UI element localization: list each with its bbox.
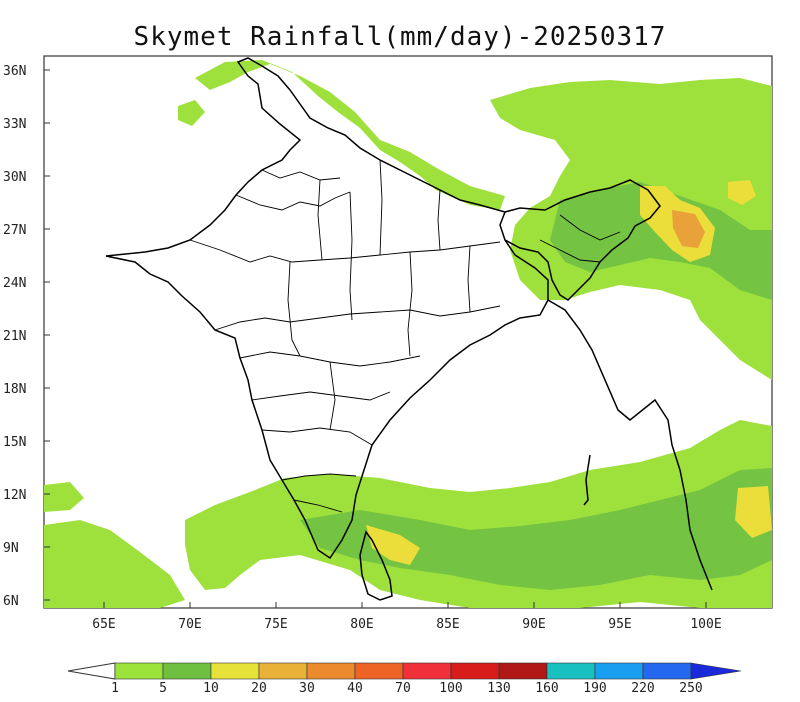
map-plot-area: [43, 55, 773, 609]
lon-tick-label: 100E: [690, 617, 721, 632]
rainfall-shading: [44, 60, 772, 608]
colorbar-label: 5: [159, 681, 167, 696]
lon-tick-label: 65E: [92, 617, 115, 632]
lon-tick-label: 75E: [264, 617, 287, 632]
colorbar-bin: [306, 662, 356, 680]
sri-lanka: [359, 530, 393, 601]
state-borders: [189, 159, 621, 513]
lat-tick-label: 9N: [3, 541, 19, 556]
colorbar-bin: [114, 662, 164, 680]
longitude-axis: 65E 70E 75E 80E 85E 90E 95E 100E: [92, 602, 722, 632]
lat-tick-label: 18N: [3, 382, 26, 397]
bangladesh-myanmar: [547, 299, 713, 591]
rain-area-srilanka-yellow: [366, 525, 420, 565]
rain-area-ne-mid: [550, 182, 772, 300]
rain-area-se-yellow: [735, 486, 772, 538]
rain-area-ne-yellow-small: [728, 180, 756, 205]
lon-tick-label: 90E: [522, 617, 545, 632]
lon-tick-label: 95E: [608, 617, 631, 632]
colorbar-bin: [210, 662, 260, 680]
lon-tick-label: 70E: [178, 617, 201, 632]
latitude-axis: 36N 33N 30N 27N 24N 21N 18N 15N 12N 9N 6N: [3, 64, 50, 609]
colorbar-label: 30: [299, 681, 315, 696]
lat-tick-label: 27N: [3, 223, 26, 238]
rain-area-northwest: [195, 60, 505, 210]
colorbar-label: 70: [395, 681, 411, 696]
colorbar-bin: [594, 662, 644, 680]
lat-tick-label: 33N: [3, 117, 26, 132]
map-title: Skymet Rainfall(mm/day)-20250317: [133, 22, 667, 52]
lat-tick-label: 12N: [3, 488, 26, 503]
colorbar-bin: [258, 662, 308, 680]
rain-area-ne-orange: [672, 210, 705, 248]
colorbar-label: 100: [439, 681, 462, 696]
colorbar-min-arrow: [67, 662, 116, 680]
colorbar-label: 40: [347, 681, 363, 696]
andaman: [583, 454, 591, 506]
colorbar-label: 220: [631, 681, 654, 696]
lat-tick-label: 30N: [3, 170, 26, 185]
lat-tick-label: 21N: [3, 329, 26, 344]
colorbar-label: 160: [535, 681, 558, 696]
rain-area-small-nw: [178, 100, 205, 126]
country-borders: [105, 57, 713, 601]
colorbar-max-arrow: [690, 662, 742, 680]
colorbar-bin: [354, 662, 404, 680]
lon-tick-label: 80E: [350, 617, 373, 632]
lat-tick-label: 15N: [3, 435, 26, 450]
northeast-outline: [504, 179, 661, 301]
colorbar-bin: [450, 662, 500, 680]
colorbar-label: 10: [203, 681, 219, 696]
rain-area-west: [44, 482, 84, 512]
colorbar-label: 130: [487, 681, 510, 696]
colorbar-label: 1: [111, 681, 119, 696]
india-outline: [105, 57, 549, 560]
lat-tick-label: 24N: [3, 276, 26, 291]
lat-tick-label: 6N: [3, 594, 19, 609]
colorbar-label: 190: [583, 681, 606, 696]
colorbar-bin: [162, 662, 212, 680]
colorbar-label: 250: [679, 681, 702, 696]
colorbar-bin: [402, 662, 452, 680]
lat-tick-label: 36N: [3, 64, 26, 79]
colorbar-bin: [546, 662, 596, 680]
colorbar: 1 5 10 20 30 40 70 100 130 160 190 220 250: [67, 662, 742, 696]
lon-tick-label: 85E: [436, 617, 459, 632]
colorbar-bin: [498, 662, 548, 680]
colorbar-bin: [642, 662, 692, 680]
colorbar-label: 20: [251, 681, 267, 696]
rain-area-south-mid: [300, 468, 772, 590]
rain-area-west2: [44, 520, 185, 608]
